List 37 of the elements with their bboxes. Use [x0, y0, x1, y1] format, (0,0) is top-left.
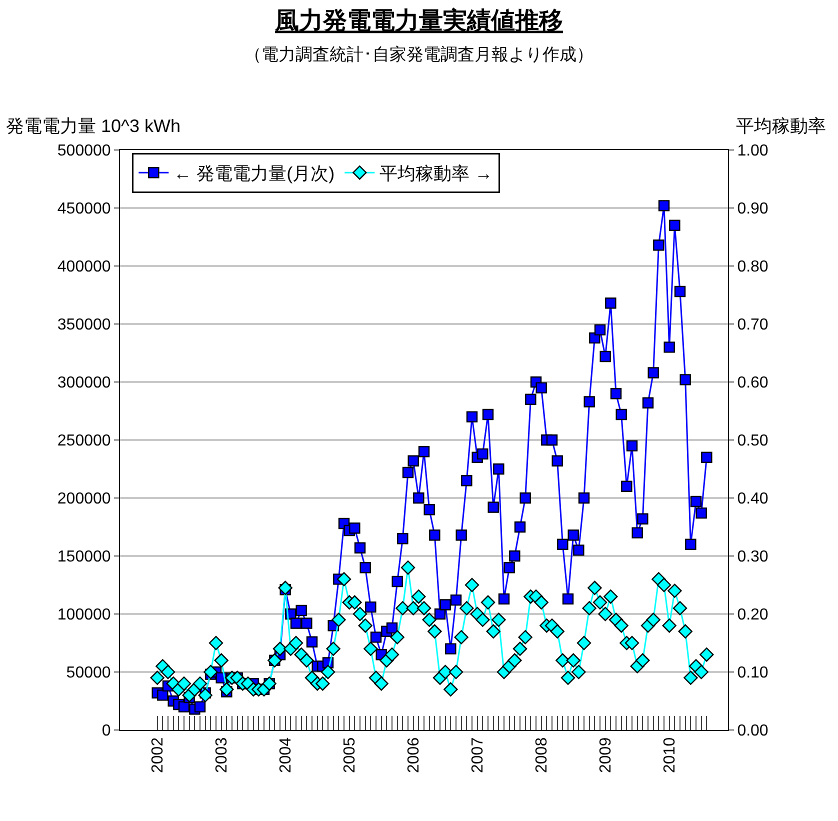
y-tick-label: 300000: [57, 374, 111, 392]
x-tick-label: 2006: [406, 737, 423, 773]
y2-tick-label: 0.40: [737, 490, 768, 508]
y-tick-label: 150000: [57, 548, 111, 566]
y-tick-label: 350000: [57, 316, 111, 334]
x-tick-label: 2003: [214, 737, 231, 773]
y-tick-label: 100000: [57, 606, 111, 624]
y2-tick-label: 0.20: [737, 606, 768, 624]
y2-tick-label: 0.00: [737, 722, 768, 740]
legend-label: 平均稼動率 →: [380, 164, 493, 184]
y2-tick-label: 0.90: [737, 200, 768, 218]
y2-tick-label: 0.10: [737, 664, 768, 682]
y2-tick-label: 0.70: [737, 316, 768, 334]
x-tick-label: 2005: [342, 737, 359, 773]
y2-tick-label: 0.60: [737, 374, 768, 392]
chart-title: 風力発電電力量実績値推移: [274, 6, 563, 35]
y-tick-label: 200000: [57, 490, 111, 508]
chart-subtitle: （電力調査統計･自家発電調査月報より作成）: [244, 44, 594, 64]
y-tick-label: 450000: [57, 200, 111, 218]
x-tick-label: 2007: [470, 737, 487, 773]
x-tick-label: 2002: [150, 737, 167, 773]
x-tick-label: 2010: [662, 737, 679, 773]
x-tick-label: 2004: [278, 737, 295, 773]
x-tick-label: 2009: [598, 737, 615, 773]
y-axis-title: 発電電力量 10^3 kWh: [6, 116, 180, 136]
y2-tick-label: 0.50: [737, 432, 768, 450]
x-tick-label: 2008: [534, 737, 551, 773]
y2-tick-label: 1.00: [737, 142, 768, 160]
y-tick-label: 400000: [57, 258, 111, 276]
y2-tick-label: 0.30: [737, 548, 768, 566]
y-tick-label: 500000: [57, 142, 111, 160]
legend-label: ← 発電電力量(月次): [174, 164, 335, 184]
y2-axis-title: 平均稼動率: [736, 116, 826, 136]
y2-tick-label: 0.80: [737, 258, 768, 276]
y-tick-label: 0: [102, 722, 111, 740]
y-tick-label: 50000: [66, 664, 111, 682]
y-tick-label: 250000: [57, 432, 111, 450]
